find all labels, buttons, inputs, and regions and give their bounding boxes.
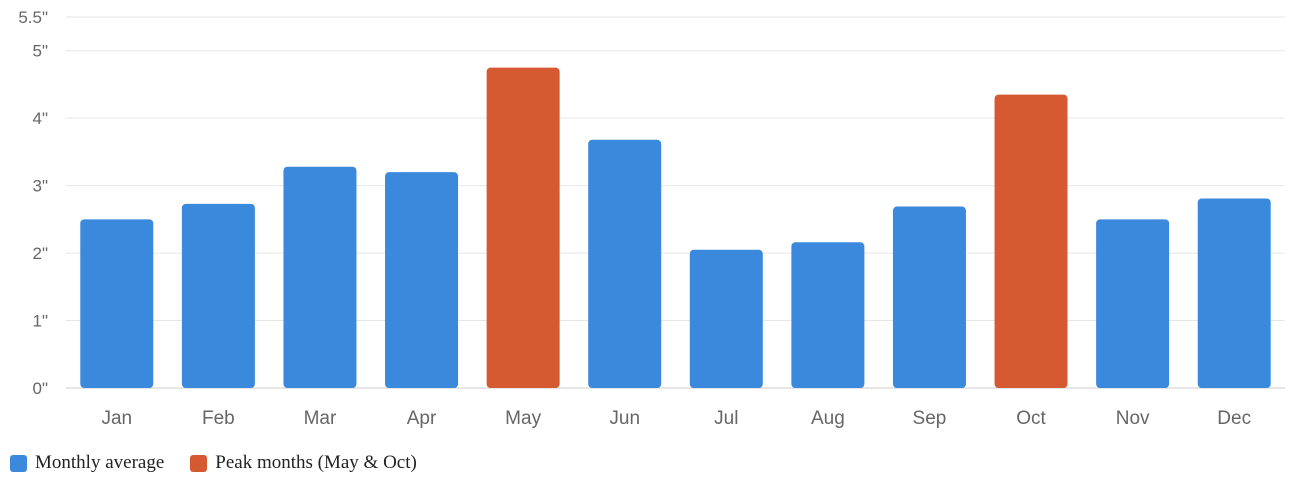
legend-label-peak-months: Peak months (May & Oct): [215, 452, 417, 473]
y-tick-label: 2": [33, 244, 49, 263]
bar-jun[interactable]: [588, 139, 662, 388]
bar-apr[interactable]: [385, 172, 459, 388]
legend-item-peak-months[interactable]: Peak months (May & Oct): [190, 452, 417, 474]
y-axis-ticks: 0" 1" 2" 3" 4" 5" 5.5": [18, 8, 48, 398]
bar-jan[interactable]: [80, 219, 154, 388]
bars: [80, 67, 1271, 388]
bar-jul[interactable]: [689, 249, 763, 388]
bar-feb[interactable]: [181, 203, 255, 388]
x-tick-label-jun: Jun: [609, 408, 640, 429]
y-tick-label: 5": [33, 42, 49, 61]
x-axis-ticks: Jan Feb Mar Apr May Jun Jul Aug Sep Oct Nov Dec: [101, 408, 1251, 429]
bar-dec[interactable]: [1197, 198, 1271, 388]
y-tick-label: 1": [33, 312, 49, 331]
x-tick-label-jul: Jul: [714, 408, 738, 429]
gridlines: [66, 16, 1285, 389]
x-tick-label-aug: Aug: [811, 408, 845, 429]
y-tick-label: 0": [33, 379, 49, 398]
bar-oct[interactable]: [994, 94, 1068, 388]
x-tick-label-oct: Oct: [1016, 408, 1046, 429]
x-tick-label-nov: Nov: [1116, 408, 1150, 429]
legend-item-monthly-average[interactable]: Monthly average: [10, 452, 164, 474]
x-tick-label-apr: Apr: [407, 408, 437, 429]
x-tick-label-feb: Feb: [202, 408, 235, 429]
bar-mar[interactable]: [283, 166, 357, 388]
legend-swatch-peak-months: [190, 454, 208, 472]
x-tick-label-dec: Dec: [1217, 408, 1251, 429]
x-tick-label-sep: Sep: [913, 408, 947, 429]
x-tick-label-jan: Jan: [101, 408, 132, 429]
x-tick-label-mar: Mar: [304, 408, 337, 429]
bar-sep[interactable]: [892, 206, 966, 388]
legend-label-monthly-average: Monthly average: [35, 452, 165, 473]
bar-aug[interactable]: [791, 242, 865, 388]
x-tick-label-may: May: [505, 408, 541, 429]
bar-nov[interactable]: [1096, 219, 1170, 388]
rainfall-bar-chart: 0" 1" 2" 3" 4" 5" 5.5" Jan Feb Mar Apr May Jun Jul Au…: [18, 8, 1285, 429]
chart-legend: Monthly average Peak months (May & Oct): [10, 452, 443, 474]
y-tick-label: 3": [33, 177, 49, 196]
y-tick-label: 5.5": [18, 8, 48, 27]
legend-swatch-monthly-average: [10, 454, 27, 472]
bar-may[interactable]: [486, 67, 560, 388]
y-tick-label: 4": [33, 109, 49, 128]
